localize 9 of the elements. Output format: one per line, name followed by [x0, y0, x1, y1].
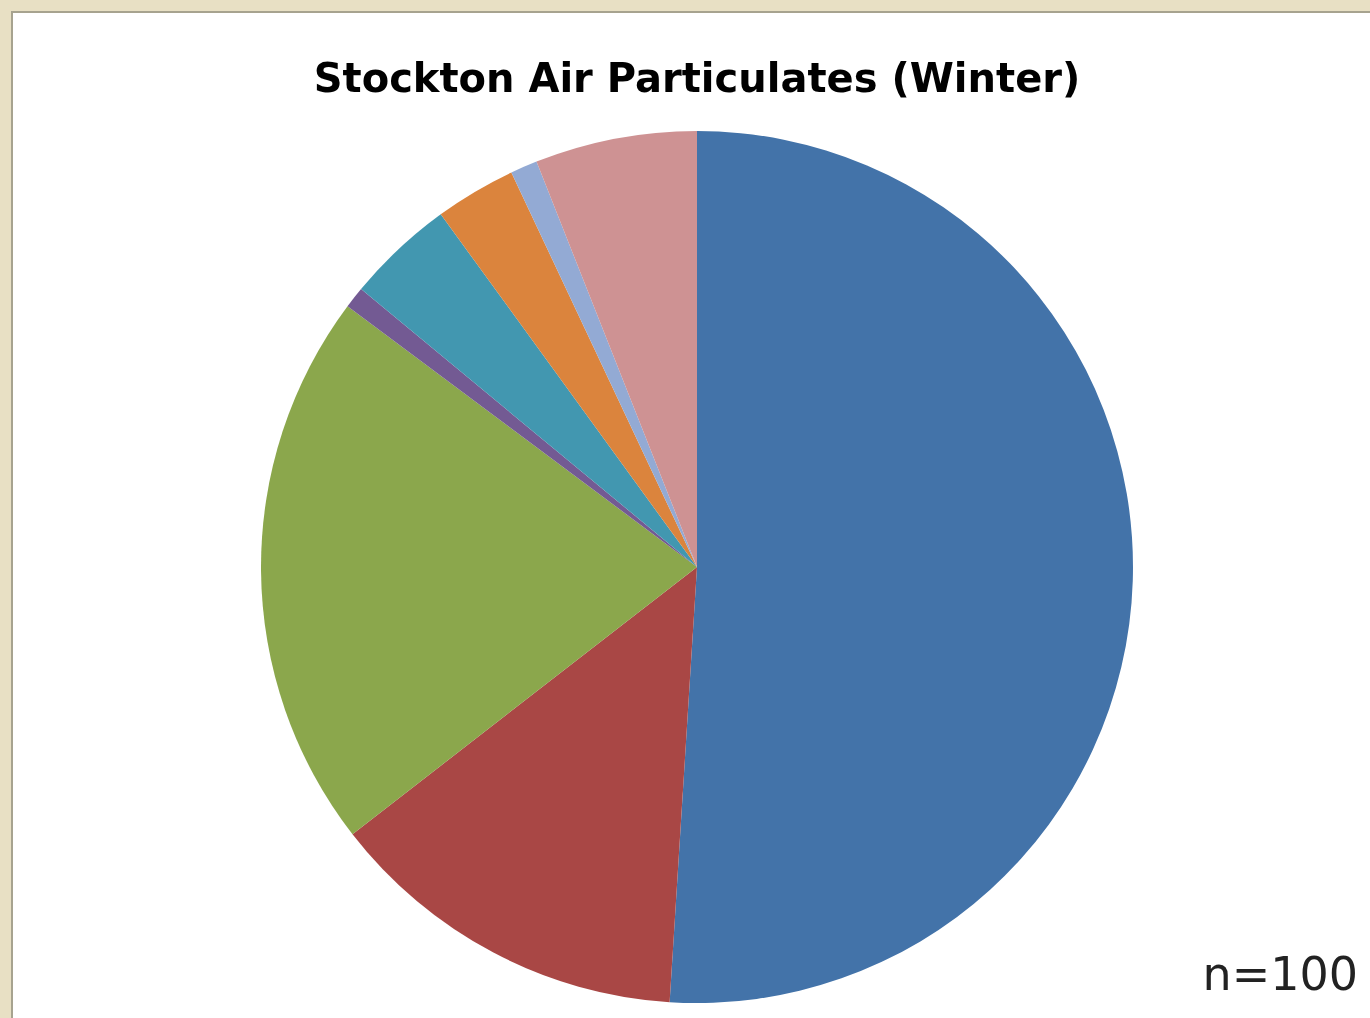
pie-slice	[361, 214, 697, 567]
chart-title: Stockton Air Particulates (Winter)	[313, 55, 1081, 101]
pie-slice	[261, 306, 697, 835]
pie-slice	[536, 131, 697, 567]
text: n=100	[1202, 947, 1358, 1001]
pie-slice	[440, 172, 697, 567]
pie-slice	[511, 161, 697, 567]
pie-slice	[352, 567, 697, 1003]
pie-slice	[669, 131, 1133, 1003]
